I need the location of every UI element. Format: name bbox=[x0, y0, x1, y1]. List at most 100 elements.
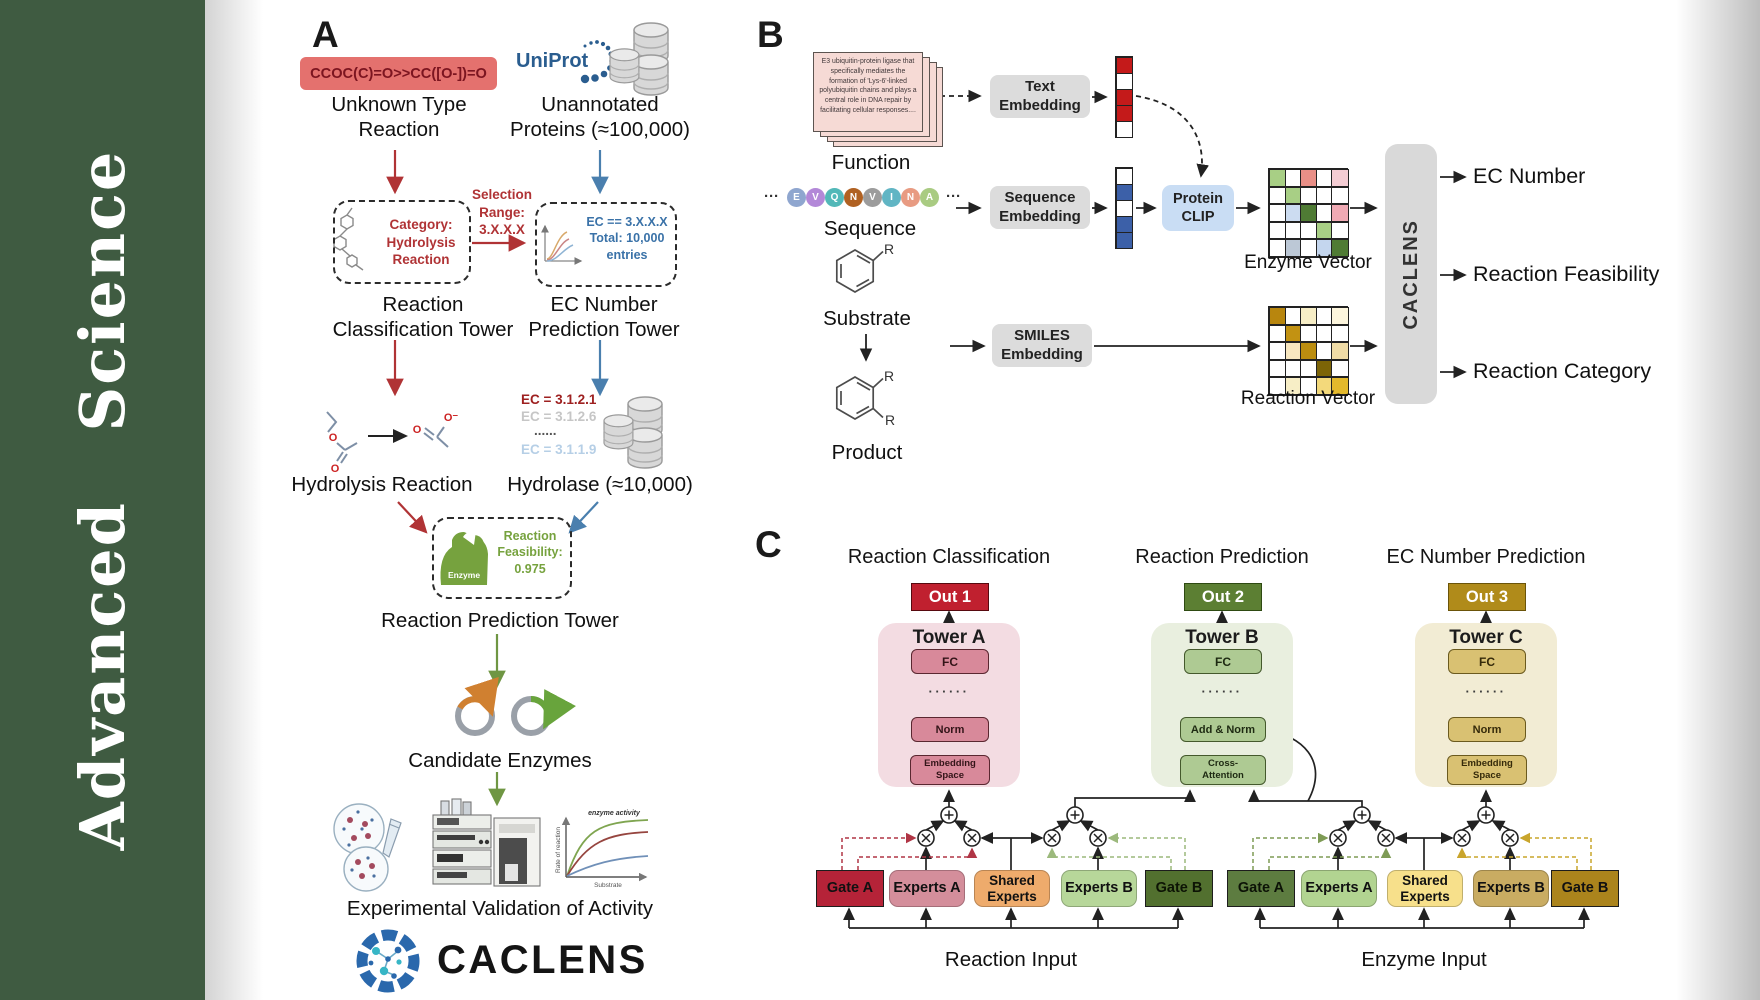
matrix-cell bbox=[1331, 204, 1349, 222]
panel-b-arrows bbox=[859, 89, 1467, 379]
reaction-prediction-title: Reaction Prediction bbox=[1135, 546, 1309, 568]
plasmid-icons bbox=[455, 676, 576, 736]
ec-dashed-box bbox=[535, 202, 677, 287]
ec-item-2: EC = 3.1.2.6 bbox=[521, 409, 597, 424]
classification-tower-label: Reaction Classification Tower bbox=[332, 293, 514, 341]
cell-sample-icon bbox=[333, 803, 402, 892]
panel-b-label: B bbox=[757, 14, 784, 55]
protein-clip-box: Protein CLIP bbox=[1162, 185, 1234, 231]
sequence-embedding-vector bbox=[1115, 167, 1133, 249]
classification-dashed-box bbox=[333, 200, 471, 284]
moe-right-gate-b: Gate B bbox=[1551, 870, 1619, 907]
moe-right-experts-a: Experts A bbox=[1301, 870, 1377, 907]
tower-b-dots: ······ bbox=[1201, 684, 1243, 699]
reaction-classification-title: Reaction Classification bbox=[847, 546, 1051, 568]
svg-text:O: O bbox=[331, 463, 340, 475]
svg-text:Rate of reaction: Rate of reaction bbox=[555, 827, 562, 873]
tower-b-name: Tower B bbox=[1185, 627, 1259, 648]
kinetics-plot-icon: enzyme activity Rate of reaction Substra… bbox=[555, 810, 649, 889]
matrix-cell bbox=[1331, 342, 1349, 360]
aggregation-nodes bbox=[917, 806, 1519, 847]
smiles-reaction-box: CCOC(C)=O>>CC([O-])=O bbox=[300, 57, 497, 90]
residue-circle: N bbox=[901, 188, 920, 207]
sequence-label: Sequence bbox=[823, 217, 917, 240]
tower-a-embedding-space: Embedding Space bbox=[910, 755, 990, 785]
substrate-label: Substrate bbox=[823, 307, 911, 330]
reaction-vector-matrix bbox=[1268, 306, 1349, 396]
residue-circle: I bbox=[882, 188, 901, 207]
function-label: Function bbox=[831, 151, 911, 174]
matrix-cell bbox=[1331, 324, 1349, 342]
moe-left-shared-experts: Shared Experts bbox=[974, 870, 1050, 907]
matrix-cell bbox=[1331, 186, 1349, 204]
uniprot-wordmark: UniProt bbox=[516, 50, 589, 72]
selection-range-text: Selection Range: 3.X.X.X bbox=[471, 187, 533, 238]
vector-cell bbox=[1115, 231, 1133, 249]
text-embedding-vector bbox=[1115, 56, 1133, 138]
tower-c-norm: Norm bbox=[1448, 717, 1526, 742]
residue-circle: V bbox=[863, 188, 882, 207]
tower-c-embedding-space: Embedding Space bbox=[1447, 755, 1527, 785]
reaction-input-label: Reaction Input bbox=[944, 948, 1078, 971]
gate-routing-lines bbox=[841, 832, 1592, 870]
vector-cell bbox=[1115, 72, 1133, 90]
vector-cell bbox=[1115, 183, 1133, 201]
ec-tower-label: EC Number Prediction Tower bbox=[528, 293, 680, 341]
svg-text:O⁻: O⁻ bbox=[444, 412, 459, 424]
product-molecule-icon: R R bbox=[835, 368, 895, 428]
database-stack-icon bbox=[609, 22, 669, 96]
out3-box: Out 3 bbox=[1448, 583, 1526, 611]
enzyme-vector-matrix bbox=[1268, 168, 1349, 258]
tower-c-name: Tower C bbox=[1449, 627, 1523, 648]
tower-a-fc: FC bbox=[911, 649, 989, 674]
ec-item-dots: ...... bbox=[534, 423, 557, 438]
caclens-model-box: CACLENS bbox=[1385, 144, 1437, 404]
vector-cell bbox=[1115, 120, 1133, 138]
vector-cell bbox=[1115, 88, 1133, 106]
unknown-reaction-label: Unknown Type Reaction bbox=[331, 93, 467, 141]
svg-text:enzyme activity: enzyme activity bbox=[588, 810, 641, 817]
product-label: Product bbox=[831, 441, 903, 464]
panel-c-label: C bbox=[755, 524, 782, 565]
ec-curves-plot-icon bbox=[541, 224, 583, 265]
hydrolysis-label: Hydrolysis Reaction bbox=[291, 473, 473, 496]
caclens-model-label: CACLENS bbox=[1399, 218, 1422, 330]
ec-total-text: EC == 3.X.X.X Total: 10,000 entries bbox=[586, 215, 668, 262]
svg-text:O: O bbox=[413, 424, 422, 436]
out2-box: Out 2 bbox=[1184, 583, 1262, 611]
sequence-dots-left: ··· bbox=[764, 188, 779, 205]
ec-item-3: EC = 3.1.1.9 bbox=[521, 442, 597, 457]
svg-text:R: R bbox=[884, 368, 894, 384]
caclens-wordmark: CACLENS bbox=[437, 938, 648, 982]
candidate-enzymes-label: Candidate Enzymes bbox=[408, 749, 592, 772]
hydrolase-database-icon bbox=[603, 396, 663, 469]
category-text: Category: Hydrolysis Reaction bbox=[386, 217, 456, 268]
hydrolase-label: Hydrolase (≈10,000) bbox=[507, 473, 693, 496]
svg-text:R: R bbox=[884, 241, 894, 257]
svg-text:Substrate: Substrate bbox=[594, 882, 622, 889]
moe-left-experts-b: Experts B bbox=[1061, 870, 1137, 907]
enzyme-blob-icon: Enzyme bbox=[440, 530, 488, 585]
function-card-text: E3 ubiquitin-protein ligase that specifi… bbox=[819, 58, 917, 114]
svg-text:Enzyme: Enzyme bbox=[448, 570, 480, 580]
moe-left-experts-a: Experts A bbox=[889, 870, 965, 907]
tower-c-dots: ······ bbox=[1465, 684, 1507, 699]
validation-label: Experimental Validation of Activity bbox=[346, 897, 654, 920]
enzyme-vector-label: Enzyme Vector bbox=[1244, 252, 1372, 273]
sequence-dots-right: ··· bbox=[946, 188, 961, 205]
residue-circle: A bbox=[920, 188, 939, 207]
moe-left-gate-b: Gate B bbox=[1145, 870, 1213, 907]
matrix-cell bbox=[1331, 359, 1349, 377]
matrix-cell bbox=[1331, 307, 1349, 325]
vector-cell bbox=[1115, 215, 1133, 233]
output-reaction-feasibility: Reaction Feasibility bbox=[1473, 262, 1660, 286]
feasibility-text: Reaction Feasibility: 0.975 bbox=[497, 529, 563, 576]
panel-a-arrows bbox=[368, 150, 609, 807]
output-reaction-category: Reaction Category bbox=[1473, 359, 1652, 383]
matrix-cell bbox=[1331, 169, 1349, 187]
unannotated-proteins-label: Unannotated Proteins (≈100,000) bbox=[510, 93, 690, 141]
feasibility-dashed-box bbox=[432, 517, 572, 599]
residue-circle: V bbox=[806, 188, 825, 207]
matrix-cell bbox=[1331, 221, 1349, 239]
